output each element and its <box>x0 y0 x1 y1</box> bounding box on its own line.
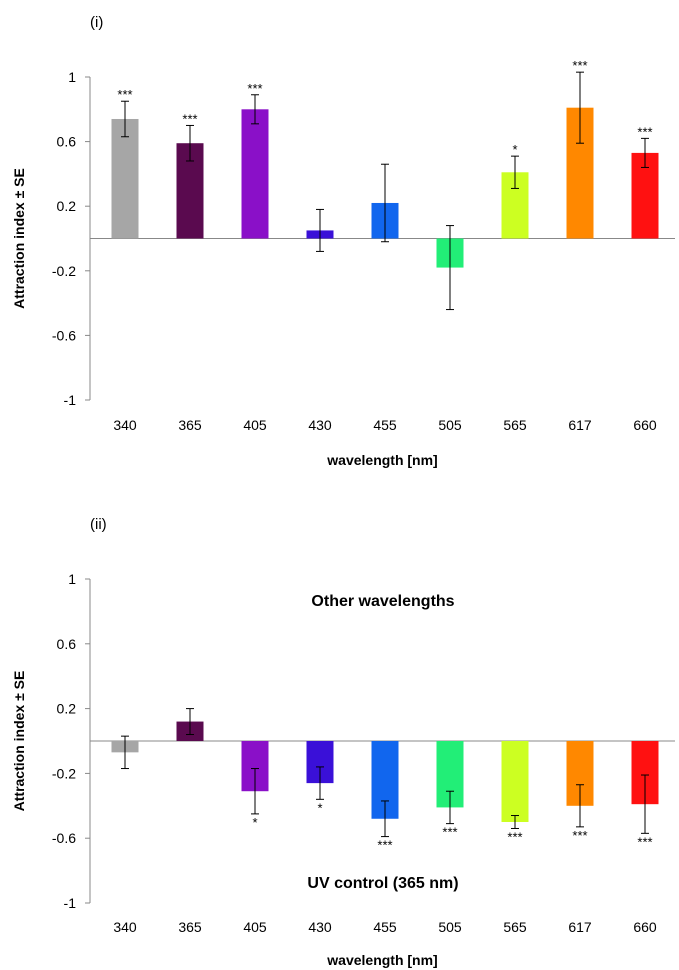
panel-2-significance-565: *** <box>507 829 522 844</box>
panel-2-x-tick-label-505: 505 <box>438 919 462 935</box>
panel-2-y-tick-label: 1 <box>68 571 76 587</box>
panel-2-y-tick-label: 0.2 <box>57 701 77 717</box>
panel-2-y-tick-label: -0.2 <box>52 765 76 781</box>
panel-2-y-axis-title: Attraction index ± SE <box>11 671 27 812</box>
panel-1-bar-340 <box>111 118 139 239</box>
panel-1-significance-365: *** <box>182 111 197 126</box>
panel-1-y-tick-label: 0.6 <box>57 134 77 150</box>
panel-1-significance-340: *** <box>117 87 132 102</box>
panel-1-x-tick-label-455: 455 <box>373 417 397 433</box>
panel-1-x-tick-label-430: 430 <box>308 417 332 433</box>
panel-2-annotation-1: Other wavelengths <box>311 593 454 610</box>
panel-2-x-tick-label-405: 405 <box>243 919 267 935</box>
panel-2-label: (ii) <box>90 516 107 533</box>
panel-1-y-tick-label: -0.6 <box>52 327 76 343</box>
panel-2-significance-455: *** <box>377 838 392 853</box>
panel-1-significance-660: *** <box>637 124 652 139</box>
panel-1-y-tick-label: -0.2 <box>52 263 76 279</box>
panel-1-label: (i) <box>90 14 103 31</box>
panel-2-y-tick-label: -0.6 <box>52 830 76 846</box>
panel-2-annotation-2: UV control (365 nm) <box>307 875 458 892</box>
panel-2-y-tick-label: -1 <box>64 895 77 911</box>
panel-1-significance-565: * <box>512 142 517 157</box>
panel-1-significance-617: *** <box>572 58 587 73</box>
panel-1-x-tick-label-505: 505 <box>438 417 462 433</box>
panel-1-significance-405: *** <box>247 81 262 96</box>
panel-2-x-axis-title: wavelength [nm] <box>326 952 437 968</box>
panel-2-significance-405: * <box>252 815 257 830</box>
panel-2-x-tick-label-340: 340 <box>113 919 137 935</box>
panel-1-y-tick-label: -1 <box>64 392 77 408</box>
panel-2-x-tick-label-455: 455 <box>373 919 397 935</box>
panel-1-x-tick-label-340: 340 <box>113 417 137 433</box>
panel-2-bar-565 <box>501 741 529 822</box>
panel-2-significance-617: *** <box>572 828 587 843</box>
panel-1-x-tick-label-565: 565 <box>503 417 527 433</box>
panel-1-x-tick-label-660: 660 <box>633 417 657 433</box>
panel-2-x-tick-label-617: 617 <box>568 919 592 935</box>
panel-1-y-tick-label: 1 <box>68 69 76 85</box>
panel-1-y-axis-title: Attraction index ± SE <box>11 168 27 309</box>
panel-1-bar-405 <box>241 109 269 239</box>
panel-1-y-tick-label: 0.2 <box>57 198 77 214</box>
panel-2-y-tick-label: 0.6 <box>57 636 77 652</box>
panel-2-x-tick-label-565: 565 <box>503 919 527 935</box>
panel-2-significance-660: *** <box>637 834 652 849</box>
panel-2-x-tick-label-660: 660 <box>633 919 657 935</box>
panel-2-significance-430: * <box>317 800 322 815</box>
panel-2-significance-505: *** <box>442 825 457 840</box>
panel-1-x-tick-label-405: 405 <box>243 417 267 433</box>
panel-1-x-axis-title: wavelength [nm] <box>326 452 437 468</box>
panel-1-x-tick-label-365: 365 <box>178 417 202 433</box>
panel-2-x-tick-label-430: 430 <box>308 919 332 935</box>
panel-2-x-tick-label-365: 365 <box>178 919 202 935</box>
panel-1-x-tick-label-617: 617 <box>568 417 592 433</box>
